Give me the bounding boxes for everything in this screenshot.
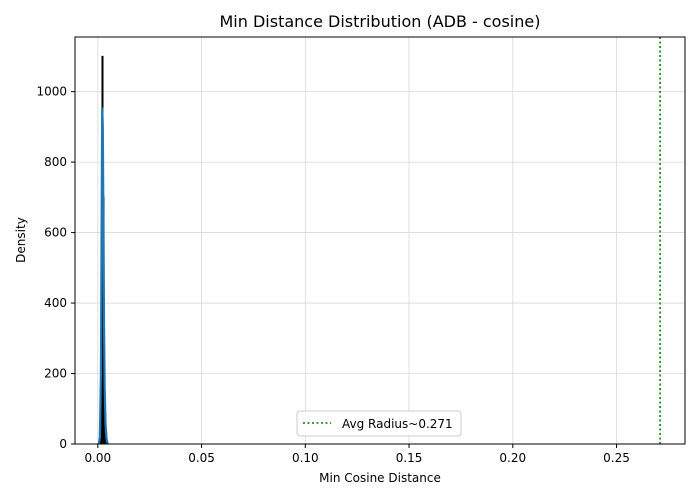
legend-box	[296, 410, 462, 437]
kde-curve	[97, 107, 109, 445]
x-tick-label: 0.15	[396, 451, 423, 465]
x-tick-label: 0.00	[84, 451, 111, 465]
y-tick-label: 800	[44, 155, 67, 169]
y-axis-ticks: 0 200 400 600 800 1000	[36, 85, 75, 451]
legend: Avg Radius~0.271	[296, 410, 462, 437]
x-axis-ticks: 0.00 0.05 0.10 0.15 0.20 0.25	[84, 444, 630, 465]
x-tick-label: 0.05	[188, 451, 215, 465]
x-axis-label: Min Cosine Distance	[319, 471, 441, 485]
plot-frame	[74, 36, 686, 445]
x-tick-label: 0.25	[603, 451, 630, 465]
y-tick-label: 0	[59, 437, 67, 451]
y-axis-label: Density	[14, 217, 28, 263]
kde-line	[97, 107, 109, 445]
y-tick-label: 1000	[36, 85, 67, 99]
legend-label: Avg Radius~0.271	[342, 417, 453, 431]
y-tick-label: 400	[44, 296, 67, 310]
grid	[75, 37, 685, 445]
chart-title: Min Distance Distribution (ADB - cosine)	[220, 12, 541, 31]
x-tick-label: 0.20	[499, 451, 526, 465]
y-tick-label: 600	[44, 226, 67, 240]
x-tick-label: 0.10	[292, 451, 319, 465]
y-tick-label: 200	[44, 367, 67, 381]
